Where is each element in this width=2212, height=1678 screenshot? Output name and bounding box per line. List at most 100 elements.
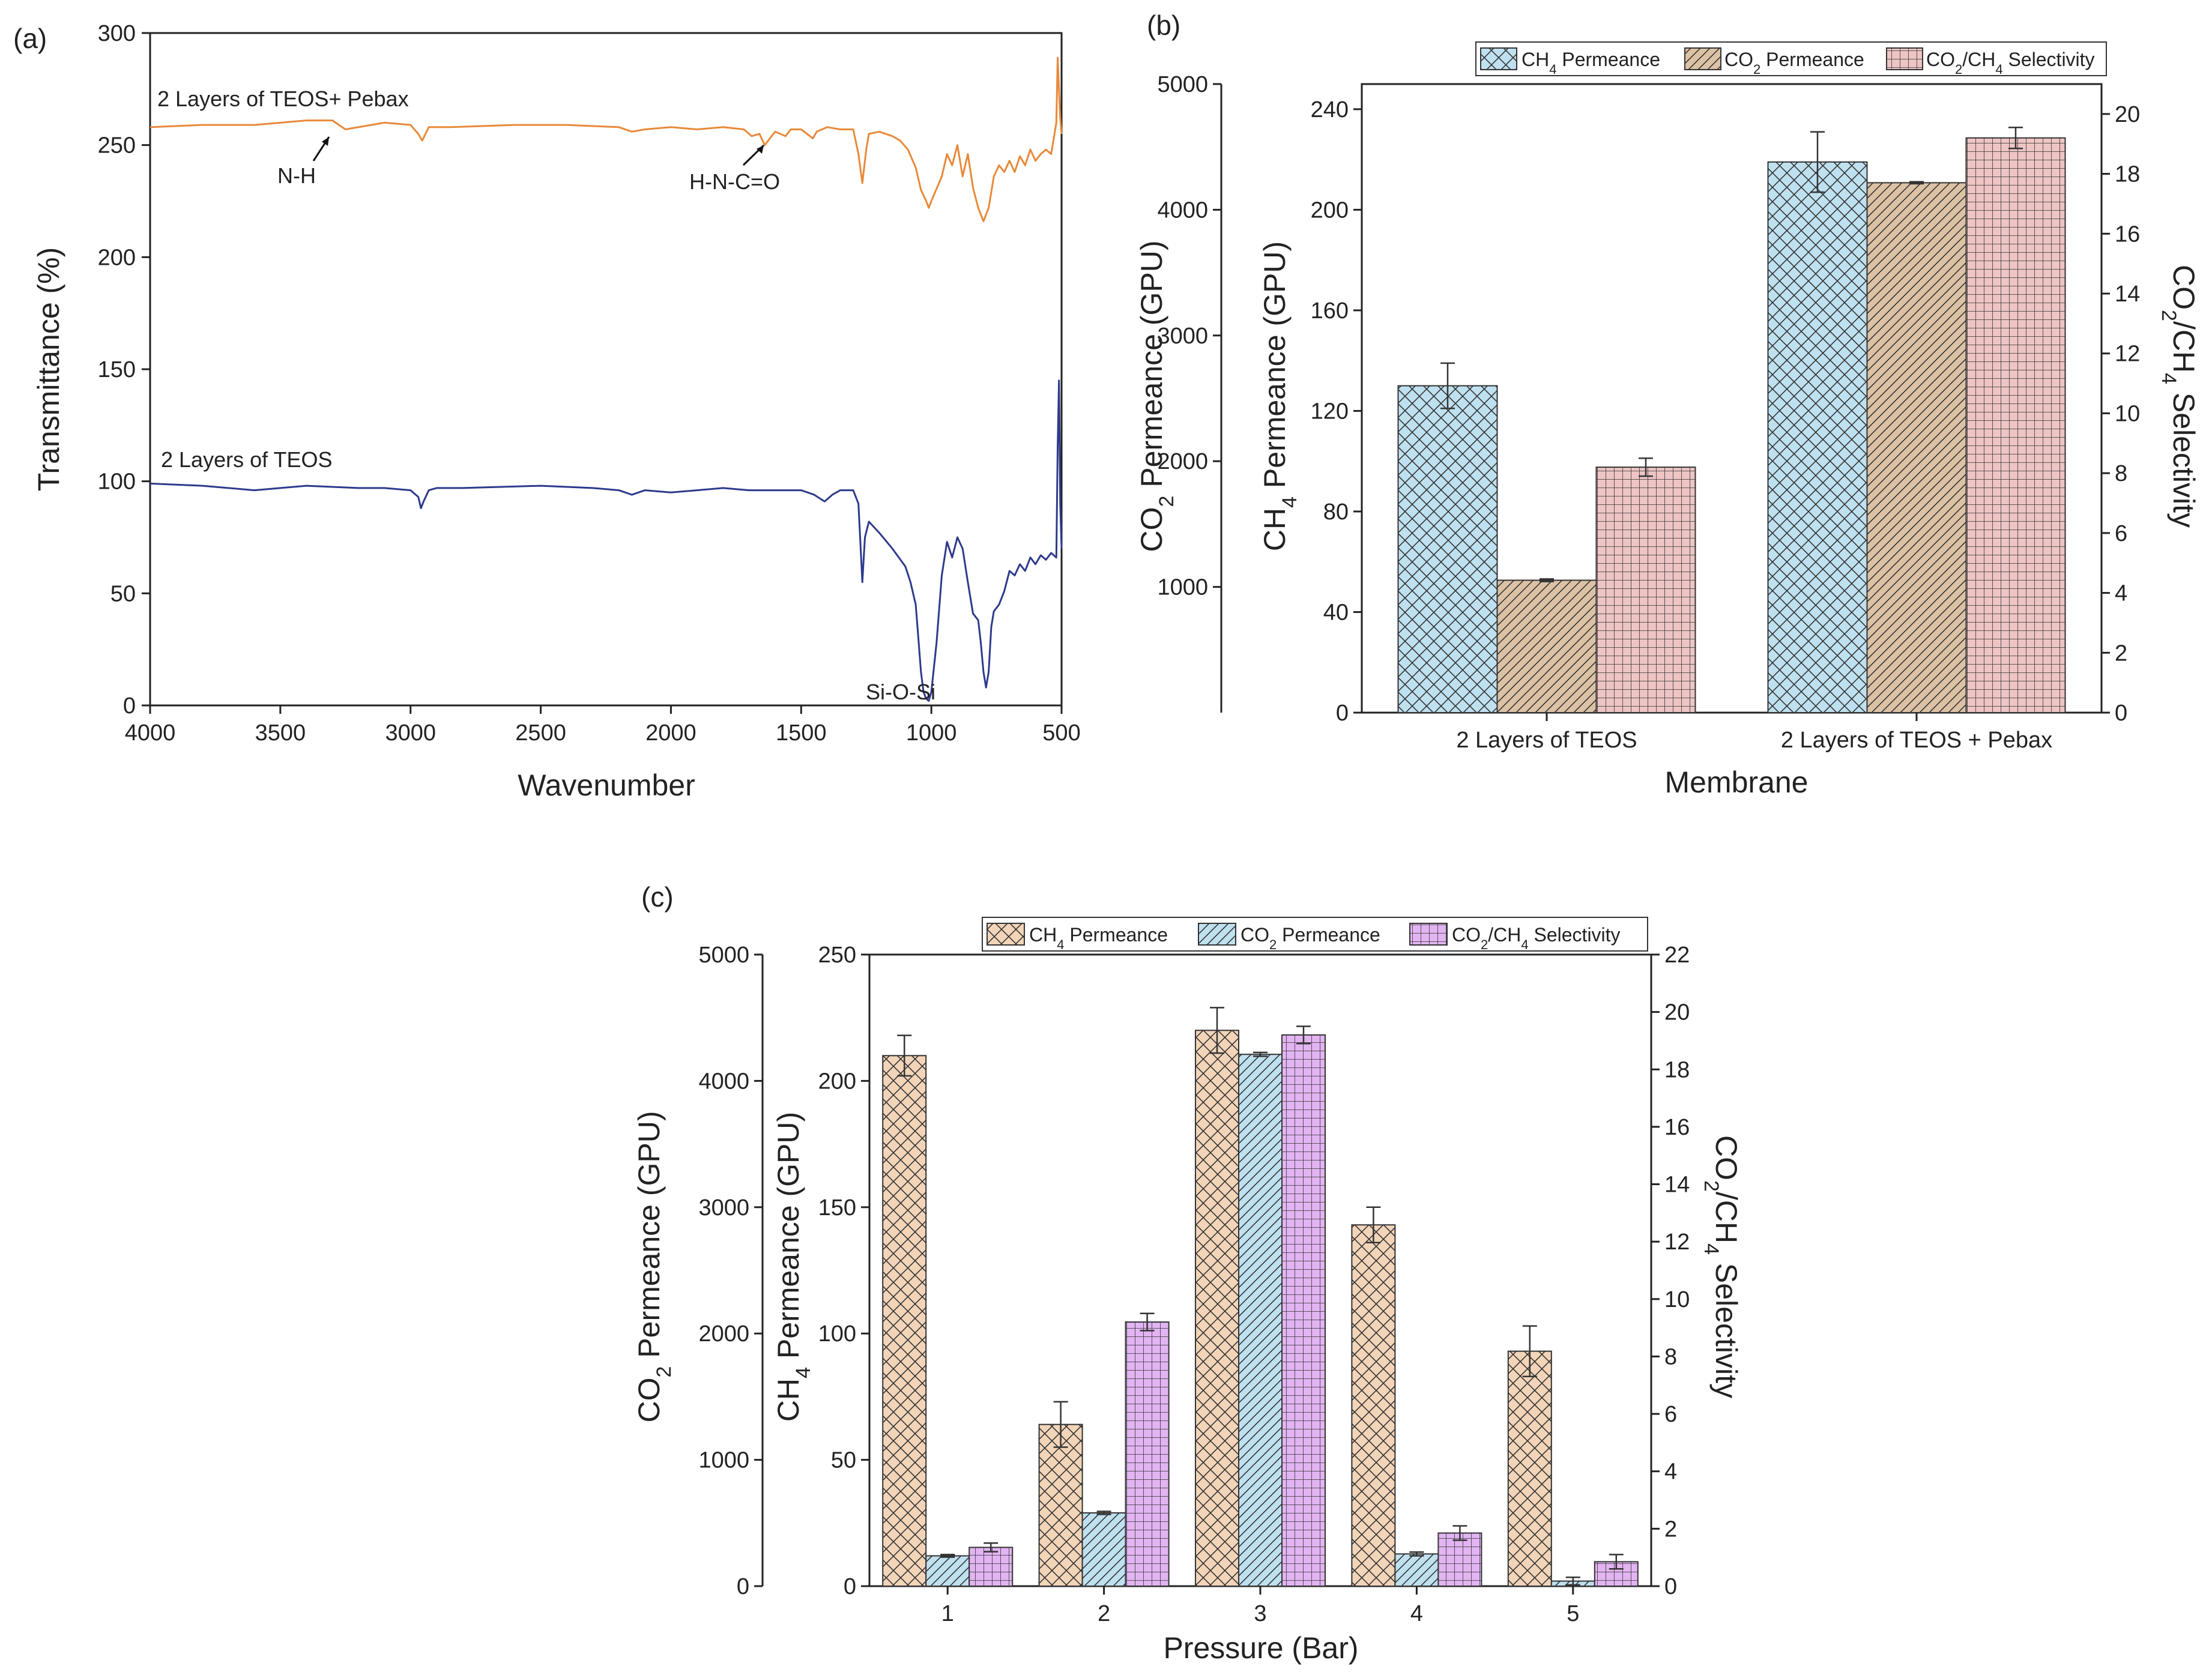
sel-tick-label: 12 [1664, 1230, 1690, 1255]
bar-co2 [1081, 1512, 1126, 1587]
y-tick-label: 100 [98, 469, 136, 495]
panel-b-legend: CH4 Permeance CO2 Permeance CO2/CH4 Sele… [1475, 41, 2107, 77]
series-label-teos: 2 Layers of TEOS [161, 447, 332, 472]
bar-ch4 [1195, 1030, 1239, 1587]
x-tick-label: 3000 [385, 720, 436, 746]
sel-tick-label: 4 [1664, 1459, 1677, 1485]
panel-b-bar-chart: (b) 100020003000400050000408012016020024… [1135, 10, 2201, 799]
co2-tick-label: 1000 [1157, 575, 1208, 600]
bar-co2 [1238, 1054, 1283, 1587]
bar-sel [1281, 1034, 1326, 1587]
x-tick-label: 1500 [776, 720, 827, 746]
sel-tick-label: 18 [2115, 162, 2140, 187]
panel-a-y-axis-label: Transmittance (%) [32, 247, 65, 492]
ch4-tick-label: 100 [818, 1321, 856, 1347]
category-tick-label: 2 Layers of TEOS [1456, 728, 1637, 753]
co2-tick-label: 2000 [1157, 449, 1208, 474]
panel-c-legend-swatch-ch4 [987, 923, 1025, 946]
sel-tick-label: 8 [1664, 1344, 1677, 1369]
panel-c-ch4-axis-label: CH4 Permeance (GPU) [772, 1112, 815, 1422]
sel-tick-label: 2 [1664, 1517, 1677, 1542]
panel-b-co2-axis-label: CO2 Permeance (GPU) [1135, 240, 1178, 552]
sel-tick-label: 4 [2115, 581, 2127, 606]
panel-b-axes: 1000 2000 3000 4000 5000 0 40 80 120 160 200 240 0 2 4… [1157, 72, 2140, 753]
x-tick-label: 1000 [906, 720, 957, 746]
panel-c-legend-swatch-sel [1409, 923, 1448, 946]
sel-tick-label: 12 [2115, 342, 2140, 367]
sel-tick-label: 20 [2115, 102, 2140, 127]
annotation-h-n-c-o-arrowhead [757, 145, 764, 154]
series-label-teos-pebax: 2 Layers of TEOS+ Pebax [157, 86, 409, 111]
annotation-n-h-arrowhead [322, 137, 329, 146]
series-line-teos-pebax [150, 56, 1063, 223]
annotation-h-n-c-o: H-N-C=O [689, 169, 780, 194]
panel-a-x-axis-label: Wavenumber [518, 768, 695, 802]
co2-tick-label: 3000 [698, 1195, 749, 1221]
bar-ch4 [1351, 1224, 1396, 1587]
x-tick-label: 3500 [255, 720, 306, 746]
panel-b-legend-box [1475, 41, 2107, 76]
co2-tick-label: 1000 [698, 1448, 749, 1473]
y-tick-label: 250 [98, 133, 136, 158]
co2-tick-label: 5000 [698, 943, 749, 968]
category-tick-label: 4 [1410, 1601, 1423, 1626]
category-tick-label: 2 [1098, 1601, 1110, 1626]
bar-ch4 [1767, 161, 1868, 713]
sel-tick-label: 0 [1664, 1574, 1677, 1599]
panel-b-x-axis-label: Membrane [1665, 765, 1809, 799]
panel-c-bars [882, 1007, 1639, 1587]
bar-co2 [1496, 579, 1597, 713]
ch4-tick-label: 50 [831, 1448, 856, 1473]
sel-tick-label: 8 [2115, 461, 2127, 486]
co2-tick-label: 0 [737, 1574, 749, 1599]
annotation-si-o-si: Si-O-Si [866, 680, 935, 704]
panel-b-selectivity-axis-label: CO2/CH4 Selectivity [2157, 265, 2201, 528]
co2-tick-label: 3000 [1157, 324, 1208, 349]
bar-ch4 [1038, 1423, 1083, 1587]
x-tick-label: 2000 [645, 720, 697, 746]
sel-tick-label: 6 [2115, 521, 2127, 546]
panel-a-x-ticks: 4000 3500 3000 2500 2000 1500 1000 500 [125, 705, 1081, 746]
category-tick-label: 1 [941, 1601, 954, 1626]
bar-ch4 [1507, 1350, 1552, 1587]
panel-c-x-axis-label: Pressure (Bar) [1163, 1631, 1358, 1665]
sel-tick-label: 14 [2115, 282, 2140, 307]
category-tick-label: 2 Layers of TEOS + Pebax [1781, 728, 2052, 753]
bar-sel [1595, 466, 1696, 714]
panel-b-label: (b) [1147, 10, 1180, 41]
bar-ch4 [882, 1055, 927, 1587]
panel-a-plot-frame [149, 32, 1063, 707]
panel-c-bar-chart: (c) 010002000300040005000050100150200250… [632, 881, 1743, 1665]
bar-co2 [1866, 182, 1967, 713]
ch4-tick-label: 160 [1311, 298, 1349, 324]
panel-b-legend-swatch-ch4 [1480, 47, 1517, 70]
sel-tick-label: 10 [1664, 1287, 1690, 1312]
co2-tick-label: 4000 [1157, 198, 1208, 223]
panel-c-co2-axis-label: CO2 Permeance (GPU) [632, 1111, 675, 1422]
panel-c-legend-box [982, 917, 1648, 952]
panel-a-y-ticks: 0 50 100 150 200 250 300 [98, 21, 150, 719]
sel-tick-label: 0 [2115, 701, 2127, 726]
x-tick-label: 500 [1042, 720, 1080, 746]
ch4-tick-label: 80 [1323, 499, 1349, 525]
ch4-tick-label: 240 [1311, 97, 1349, 122]
sel-tick-label: 6 [1664, 1402, 1677, 1427]
x-tick-label: 4000 [125, 720, 176, 746]
ch4-tick-label: 120 [1311, 399, 1349, 424]
bar-sel [1965, 137, 2066, 713]
sel-tick-label: 22 [1664, 943, 1690, 968]
bar-ch4 [1397, 385, 1498, 713]
bar-sel [969, 1547, 1014, 1587]
ch4-tick-label: 0 [844, 1574, 856, 1599]
annotation-n-h: N-H [277, 163, 316, 188]
y-tick-label: 300 [98, 21, 136, 46]
panel-a-ftir-chart: (a) 4000 3500 3000 2500 2000 1500 1000 500 0 50 1… [13, 21, 1081, 802]
sel-tick-label: 18 [1664, 1057, 1690, 1082]
ch4-tick-label: 150 [818, 1195, 856, 1221]
panel-b-bars [1397, 127, 2066, 714]
y-tick-label: 150 [98, 357, 136, 382]
panel-c-legend-swatch-co2 [1198, 923, 1236, 946]
x-tick-label: 2500 [515, 720, 566, 746]
co2-tick-label: 5000 [1157, 72, 1208, 97]
